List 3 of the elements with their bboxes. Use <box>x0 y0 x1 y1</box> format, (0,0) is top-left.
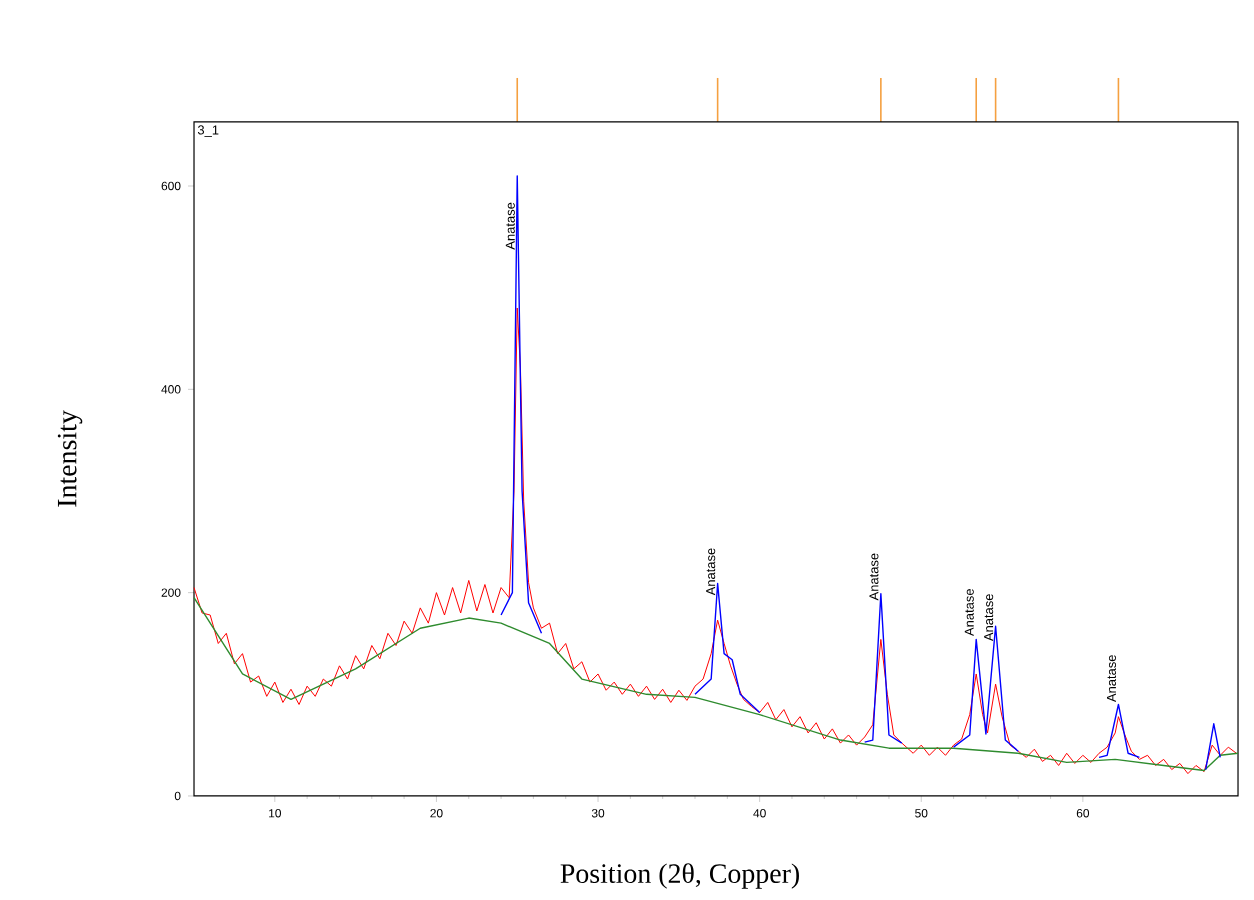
x-axis-title: Position (2θ, Copper) <box>560 863 799 889</box>
y-axis-title: Intensity <box>57 410 83 507</box>
line-series <box>193 307 1237 775</box>
